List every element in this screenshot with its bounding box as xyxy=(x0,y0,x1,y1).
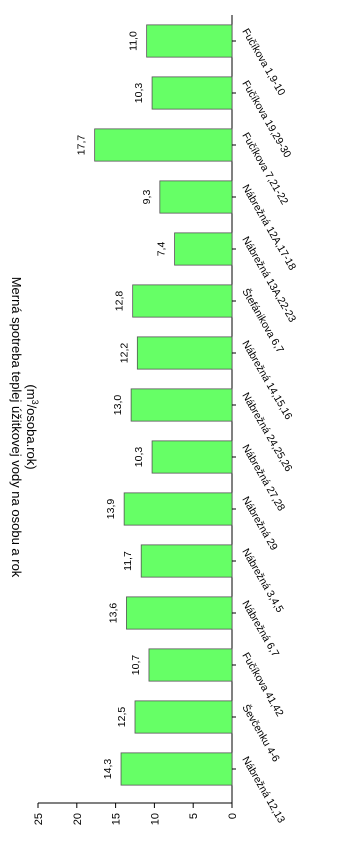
value-tick-label: 25 xyxy=(33,813,45,825)
bar xyxy=(159,180,233,214)
data-label: 11,0 xyxy=(128,31,140,51)
data-label: 11,7 xyxy=(122,551,134,571)
data-label: 9,3 xyxy=(141,190,153,205)
bar xyxy=(146,24,233,58)
bar xyxy=(123,492,233,526)
units-superscript: 3 xyxy=(30,400,40,405)
data-label: 13,9 xyxy=(105,499,117,520)
data-label: 12,8 xyxy=(114,291,126,312)
data-label: 12,5 xyxy=(116,707,128,728)
units-prefix: (m xyxy=(24,384,39,399)
data-label: 10,3 xyxy=(133,83,145,104)
bar xyxy=(94,128,233,162)
bar xyxy=(174,232,233,266)
data-label: 7,4 xyxy=(156,242,168,257)
data-label: 14,3 xyxy=(102,759,114,780)
bar xyxy=(132,284,233,318)
data-label: 17,7 xyxy=(76,135,88,156)
value-tick-label: 5 xyxy=(188,813,200,819)
bar xyxy=(140,544,233,578)
bar xyxy=(148,648,233,682)
data-label: 10,7 xyxy=(130,655,142,676)
bar xyxy=(136,336,233,370)
bar xyxy=(126,596,233,630)
category-label: Nábrežná 12,13 xyxy=(239,755,287,826)
bar xyxy=(151,76,233,110)
bar xyxy=(130,388,233,422)
value-tick-label: 15 xyxy=(111,813,123,825)
data-label: 13,6 xyxy=(107,603,119,624)
data-label: 10,3 xyxy=(133,447,145,468)
bar xyxy=(120,752,233,786)
bar xyxy=(151,440,233,474)
value-tick-label: 20 xyxy=(72,813,84,825)
data-label: 12,2 xyxy=(118,343,130,364)
units-suffix: /osoba.rok) xyxy=(24,405,39,470)
category-label: Nábrežná 13A,22-23 xyxy=(239,235,298,325)
chart-units: (m3/osoba.rok) xyxy=(24,384,40,469)
chart-title: Merná spotreba teplej úžitkovej vody na … xyxy=(9,277,24,578)
bar xyxy=(134,700,233,734)
value-tick-label: 10 xyxy=(149,813,161,825)
category-label: Nábrežná 12A,17-18 xyxy=(239,183,298,273)
value-tick-label: 0 xyxy=(227,813,239,819)
data-label: 13,0 xyxy=(112,395,124,416)
